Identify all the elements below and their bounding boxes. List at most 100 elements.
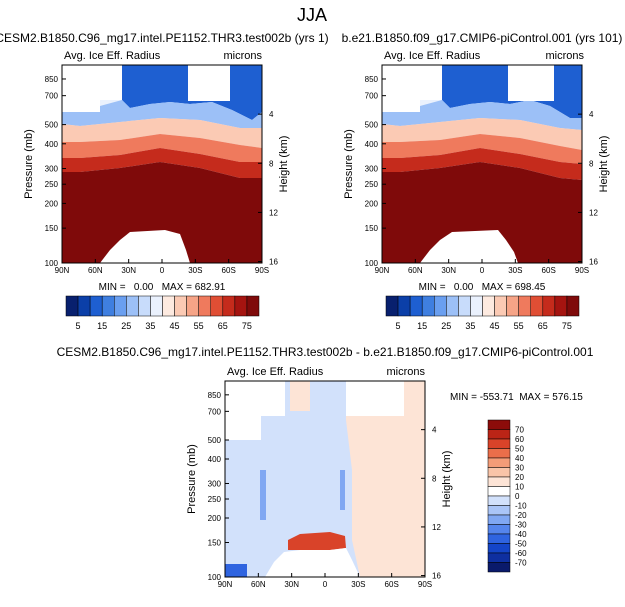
x-tick-label: 30S (351, 580, 365, 589)
panel-2-field (382, 65, 582, 263)
y-tick-label: 400 (365, 140, 379, 149)
colorbar-label: -30 (515, 521, 527, 530)
colorbar-swatch (126, 295, 139, 317)
colorbar-label: 5 (396, 321, 401, 331)
colorbar-swatch (487, 448, 511, 459)
colorbar-swatch (162, 295, 175, 317)
y-tick-label: 700 (45, 92, 59, 101)
colorbar-swatch (222, 295, 236, 317)
panel-3-orography (265, 548, 360, 577)
colorbar-swatch (470, 295, 483, 317)
colorbar-swatch (487, 543, 511, 554)
panel-3-blue-bottom (225, 564, 247, 577)
x-tick-label: 60N (88, 266, 103, 275)
x-tick-label: 60S (385, 580, 399, 589)
panel-2-right-label: microns (545, 50, 584, 62)
panel-2-band-orange (382, 134, 582, 164)
panel-1: CESM2.B1850.C96_mg17.intel.PE1152.THR3.t… (0, 31, 329, 331)
y-tick-label: 250 (208, 495, 222, 504)
panel-1-band-blue-light (62, 100, 262, 128)
y-tick-label: 100 (45, 259, 59, 268)
x-tick-label: 30S (188, 266, 202, 275)
colorbar-swatch (487, 438, 511, 449)
colorbar-swatch (487, 552, 511, 563)
x-tick-label: 90S (575, 266, 589, 275)
panel-2-band-red (382, 148, 582, 180)
y-tick-label: 300 (365, 165, 379, 174)
panel-3-left-label: Avg. Ice Eff. Radius (227, 366, 324, 378)
y-tick-label: 200 (208, 514, 222, 523)
colorbar-swatch (89, 295, 103, 317)
colorbar-swatch (397, 295, 411, 317)
panel-2-left-label: Avg. Ice Eff. Radius (384, 50, 481, 62)
y-tick-label: 150 (208, 538, 222, 547)
panel-3-blue-streak (260, 470, 266, 520)
colorbar-swatch (186, 295, 199, 317)
colorbar-label: 25 (441, 321, 451, 331)
colorbar-swatch (518, 295, 531, 317)
colorbar-swatch (530, 295, 544, 317)
panel-1-right-label: microns (223, 50, 262, 62)
panel-1-band-red (62, 148, 262, 178)
panel-1-axes: 90N 60N 30N 0 30S 60S 90S 100 150 200 250 300 400 500… (23, 75, 290, 275)
y2-tick-label: 8 (432, 474, 437, 483)
figure-title: JJA (297, 5, 327, 25)
panel-2-band-blue-light (382, 100, 582, 130)
colorbar-label: -10 (515, 502, 527, 511)
y2-tick-label: 12 (589, 208, 598, 217)
colorbar-label: 35 (465, 321, 475, 331)
colorbar-label: 40 (515, 454, 524, 463)
colorbar-swatch (114, 295, 127, 317)
colorbar-swatch (566, 295, 580, 317)
panel-2-missing-top-mid (508, 65, 554, 101)
colorbar-swatch (77, 295, 91, 317)
y-tick-label: 100 (208, 573, 222, 582)
colorbar-label: 15 (97, 321, 107, 331)
colorbar-label: 25 (121, 321, 131, 331)
panel-1-field (62, 65, 262, 263)
panel-1-title: CESM2.B1850.C96_mg17.intel.PE1152.THR3.t… (0, 31, 329, 45)
panel-1-missing-top-left (62, 65, 122, 100)
panel-2-colorbar: 5 15 25 35 45 55 65 75 (385, 295, 580, 331)
colorbar-label: 5 (76, 321, 81, 331)
colorbar-swatch (482, 295, 495, 317)
y-tick-label: 700 (208, 407, 222, 416)
panel-2-missing-top-left (382, 65, 442, 100)
panel-3-positive-region (346, 381, 425, 577)
colorbar-swatch (138, 295, 151, 317)
x-tick-label: 30N (441, 266, 456, 275)
colorbar-swatch (554, 295, 568, 317)
colorbar-label: 55 (514, 321, 524, 331)
colorbar-swatch (198, 295, 211, 317)
panel-3-stats: MIN = -553.71 MAX = 576.15 (450, 392, 583, 403)
colorbar-swatch (487, 524, 511, 535)
colorbar-label: 15 (417, 321, 427, 331)
y-tick-label: 150 (45, 224, 59, 233)
y-tick-label: 700 (365, 92, 379, 101)
y-tick-label: 500 (208, 436, 222, 445)
x-tick-label: 60N (408, 266, 423, 275)
y-tick-label: 400 (208, 455, 222, 464)
panel-3-field (225, 381, 425, 577)
colorbar-swatch (494, 295, 507, 317)
panel-2-band-darkred (382, 162, 582, 263)
x-tick-label: 60S (222, 266, 236, 275)
colorbar-label: 35 (145, 321, 155, 331)
panel-3-right-label: microns (386, 366, 425, 378)
colorbar-swatch (421, 295, 435, 317)
colorbar-swatch (487, 505, 511, 516)
colorbar-swatch (487, 457, 511, 468)
colorbar-label: 0 (515, 492, 520, 501)
y2-tick-label: 12 (432, 523, 441, 532)
panel-3-missing-left-step (225, 416, 261, 440)
y-tick-label: 500 (45, 121, 59, 130)
y-tick-label: 500 (365, 121, 379, 130)
panel-1-band-orange (62, 134, 262, 162)
panel-3-axes: 90N 60N 30N 0 30S 60S 90S 100 150 200 250 300 400 500… (186, 391, 453, 589)
panel-1-band-orange-light (62, 118, 262, 148)
colorbar-label: 10 (515, 483, 524, 492)
colorbar-swatch (487, 533, 511, 544)
colorbar-swatch (506, 295, 519, 317)
panel-2-band-orange-light (382, 118, 582, 150)
